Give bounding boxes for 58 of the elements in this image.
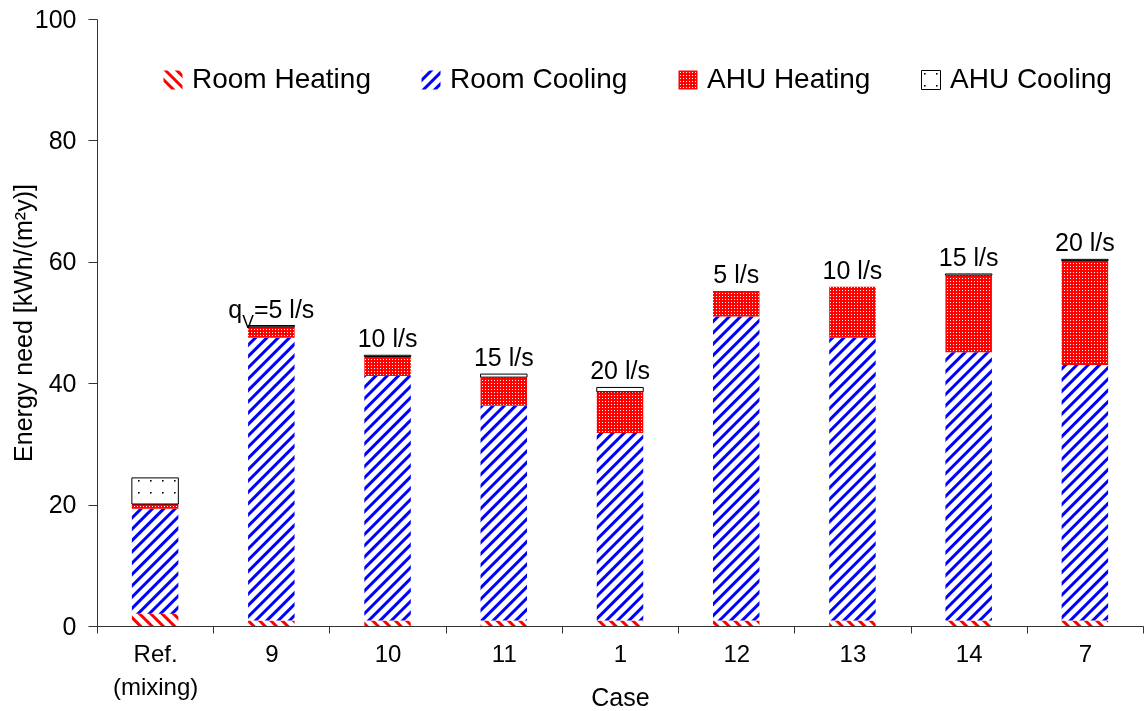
y-tick-label: 80 — [48, 125, 77, 154]
bar — [596, 432, 644, 621]
x-tick-label: 10 — [374, 639, 402, 667]
y-tick-label: 100 — [34, 4, 77, 33]
y-tick-label: 20 — [48, 490, 77, 519]
annotation: 20 l/s — [1055, 228, 1115, 257]
bar — [480, 620, 528, 626]
legend-label: AHU Heating — [707, 63, 871, 94]
bar — [131, 477, 179, 505]
annotation: 5 l/s — [713, 259, 760, 288]
bar — [596, 620, 644, 626]
bar — [364, 356, 411, 376]
bar — [364, 375, 411, 621]
bar — [596, 386, 644, 393]
bar — [480, 377, 528, 406]
annotation: 15 l/s — [473, 343, 534, 372]
x-tick-label: 11 — [491, 639, 517, 667]
bar — [945, 275, 992, 353]
bar — [248, 620, 295, 626]
x-axis-title: Case — [591, 682, 650, 711]
bar — [712, 620, 760, 626]
y-axis-title: Energy need [kWh/(m²y)] — [8, 184, 37, 462]
legend-label: Room Heating — [192, 63, 371, 94]
bar — [945, 352, 992, 621]
bar — [1061, 364, 1109, 621]
bar — [480, 405, 528, 621]
bar — [829, 286, 876, 338]
bar — [1061, 260, 1109, 365]
x-tick-label: Ref. (mixing) — [112, 639, 199, 700]
bar — [945, 620, 992, 626]
bar — [596, 391, 644, 433]
y-tick-label: 40 — [48, 368, 77, 397]
bar — [248, 326, 295, 338]
bar — [829, 337, 876, 621]
y-tick-label: 60 — [48, 247, 77, 276]
legend-label: Room Cooling — [450, 63, 628, 94]
annotation: 15 l/s — [938, 242, 999, 271]
x-tick-label: 7 — [1078, 639, 1093, 667]
annotation: 10 l/s — [357, 324, 418, 353]
bar — [712, 316, 760, 621]
bar — [712, 290, 760, 317]
x-tick-label: 12 — [723, 639, 751, 667]
bar — [131, 613, 179, 626]
annotation: 20 l/s — [590, 356, 650, 385]
y-tick-label: 0 — [62, 611, 77, 640]
annotation: q$_{V}$=5 l/s — [228, 294, 315, 332]
x-tick-label: 13 — [839, 639, 867, 667]
x-tick-label: 9 — [265, 639, 279, 667]
bar — [364, 620, 411, 626]
x-tick-label: 1 — [613, 639, 628, 667]
bar — [1061, 620, 1109, 626]
bar — [248, 337, 295, 621]
bar — [480, 373, 528, 378]
annotation: 10 l/s — [822, 255, 883, 284]
x-tick-label: 14 — [955, 639, 983, 667]
bar — [131, 508, 179, 614]
legend-label: AHU Cooling — [950, 63, 1112, 94]
bar — [829, 620, 876, 626]
